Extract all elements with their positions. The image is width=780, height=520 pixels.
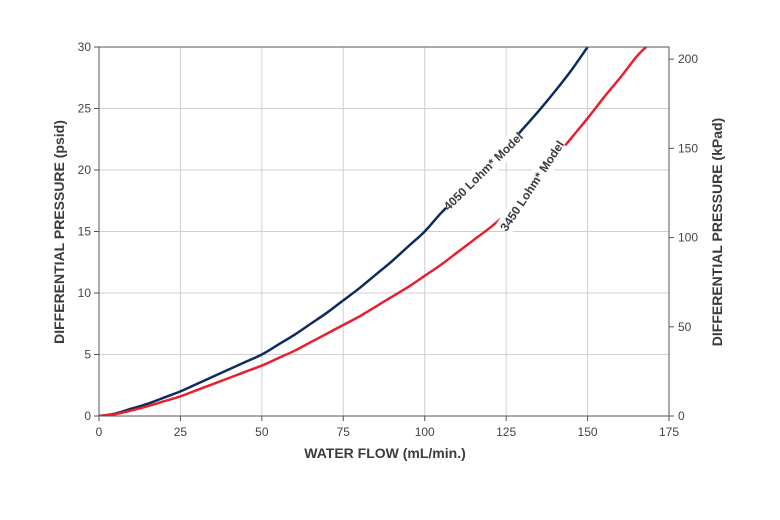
- x-tick-label: 125: [496, 425, 516, 439]
- x-tick-label: 0: [96, 425, 103, 439]
- y-right-tick-label: 200: [678, 52, 698, 66]
- curve-label-knockout: [495, 137, 569, 235]
- y-axis-title-left: DIFFERENTIAL PRESSURE (psid): [51, 120, 67, 344]
- y-axis-title-right: DIFFERENTIAL PRESSURE (kPad): [709, 118, 725, 346]
- y-left-tick-label: 20: [78, 163, 92, 177]
- y-left-tick-label: 10: [78, 286, 92, 300]
- y-right-tick-label: 50: [678, 320, 692, 334]
- x-tick-label: 100: [415, 425, 435, 439]
- x-tick-label: 175: [659, 425, 679, 439]
- y-left-tick-label: 30: [78, 40, 92, 54]
- y-left-tick-label: 25: [78, 102, 92, 116]
- ticks: 0 25 50 75 100 125 150 175 0 5 10 15 20 25 30 0 50 100 150…: [78, 40, 699, 439]
- y-right-tick-label: 150: [678, 141, 698, 155]
- x-tick-label: 150: [578, 425, 598, 439]
- x-tick-label: 25: [174, 425, 188, 439]
- curve-label-knockout: [439, 128, 527, 215]
- x-tick-label: 50: [255, 425, 269, 439]
- x-tick-label: 75: [337, 425, 351, 439]
- y-left-tick-label: 5: [84, 348, 91, 362]
- y-right-tick-label: 0: [678, 409, 685, 423]
- grid: [99, 47, 669, 416]
- y-right-tick-label: 100: [678, 231, 698, 245]
- y-left-tick-label: 0: [84, 409, 91, 423]
- y-left-tick-label: 15: [78, 225, 92, 239]
- x-axis-title: WATER FLOW (mL/min.): [304, 445, 466, 461]
